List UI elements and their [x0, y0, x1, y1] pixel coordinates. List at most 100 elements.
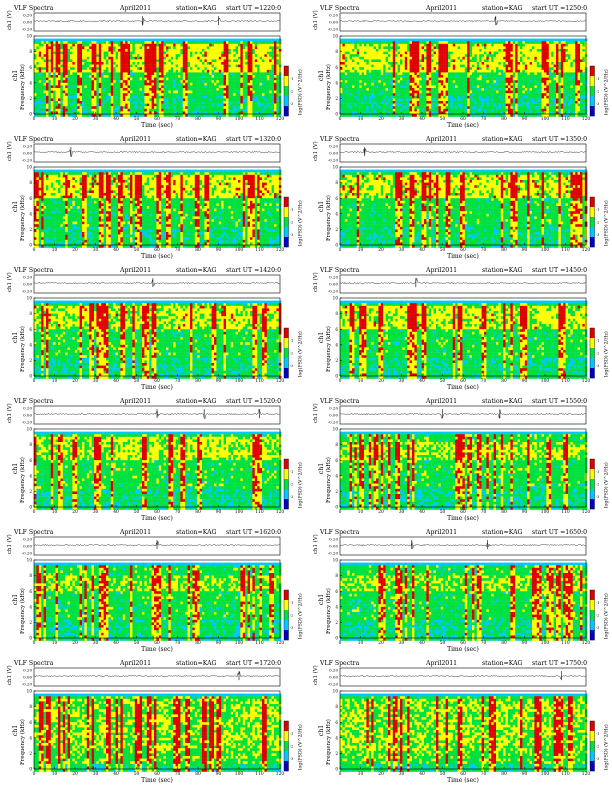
time-tick-label: 110	[561, 510, 570, 515]
colorbar-frame	[589, 589, 595, 641]
time-tick-label: 100	[235, 510, 244, 515]
spectrogram-image	[34, 298, 282, 379]
colorbar-segment	[284, 197, 289, 208]
amplitude-trace	[33, 279, 280, 287]
freq-tick-label: 4	[335, 735, 338, 740]
colorbar-segment	[590, 620, 595, 631]
time-tick-label: 80	[195, 248, 201, 253]
panel-date-label: April2011	[425, 136, 457, 143]
amplitude-tick-label: -0.20	[22, 682, 33, 687]
colorbar-segment	[284, 106, 289, 117]
time-tick-label: 0	[33, 248, 36, 253]
freq-tick-label: 10	[27, 34, 33, 39]
colorbar-segment	[284, 86, 289, 97]
freq-tick-label: 10	[333, 427, 339, 432]
panel-start-time-label: start UT =1250:0	[532, 5, 587, 12]
amplitude-axis-label: ch1 (V)	[6, 10, 13, 30]
freq-tick-label: 6	[29, 720, 32, 725]
colorbar-segment	[590, 96, 595, 107]
time-axis-label: Time (sec)	[141, 515, 173, 522]
freq-tick-label: 8	[29, 704, 32, 709]
time-tick-label: 0	[339, 248, 342, 253]
amplitude-trace	[339, 675, 586, 680]
colorbar-tick-label: -2	[596, 89, 599, 93]
colorbar-segment	[590, 348, 595, 359]
amplitude-axis-label: ch1 (V)	[312, 10, 319, 30]
colorbar-tick-label: -2	[596, 351, 599, 355]
time-axis-label: Time (sec)	[447, 384, 479, 391]
time-tick-label: 60	[460, 248, 466, 253]
time-tick-label: 80	[501, 117, 507, 122]
amplitude-tick-label: 0.00	[329, 413, 338, 418]
amplitude-trace-frame	[339, 536, 587, 556]
panel-program-label: VLF Spectra	[13, 529, 54, 536]
panel-station-label: station=KAG	[482, 136, 523, 143]
freq-axis-label: Frequency (kHz)	[325, 588, 332, 634]
time-tick-label: 90	[522, 117, 528, 122]
amplitude-tick-label: 0.00	[329, 544, 338, 549]
freq-tick-label: 8	[29, 49, 32, 54]
colorbar-segment	[590, 207, 595, 218]
amplitude-trace-frame	[33, 405, 281, 425]
colorbar-segment	[284, 66, 289, 77]
amplitude-trace	[339, 541, 586, 549]
time-tick-label: 60	[460, 510, 466, 515]
colorbar-tick-label: -1	[290, 601, 293, 605]
panel-date-label: April2011	[119, 529, 151, 536]
colorbar-tick-label: -2	[290, 220, 293, 224]
freq-tick-label: 0	[29, 374, 32, 379]
colorbar-segment	[590, 76, 595, 87]
amplitude-tick-label: 0.00	[23, 282, 32, 287]
time-tick-label: 40	[419, 117, 425, 122]
freq-tick-label: 4	[335, 342, 338, 347]
freq-tick-label: 2	[29, 358, 32, 363]
freq-axis-label: Frequency (kHz)	[19, 64, 26, 110]
colorbar-segment	[590, 600, 595, 611]
time-tick-label: 80	[195, 379, 201, 384]
panel-start-time-label: start UT =1320:0	[226, 136, 281, 143]
freq-tick-label: 6	[335, 589, 338, 594]
time-tick-label: 40	[419, 379, 425, 384]
colorbar-tick-label: -1	[290, 732, 293, 736]
amplitude-trace-frame	[33, 667, 281, 687]
colorbar-tick-label: -3	[290, 626, 293, 630]
colorbar-tick-label: -2	[596, 744, 599, 748]
panel-program-label: VLF Spectra	[13, 660, 54, 667]
spectrogram-image	[34, 36, 282, 117]
channel-label: ch1	[318, 725, 325, 736]
time-tick-label: 10	[358, 379, 364, 384]
colorbar-frame	[283, 720, 289, 772]
freq-tick-label: 2	[29, 227, 32, 232]
freq-tick-label: 4	[29, 735, 32, 740]
time-tick-label: 50	[134, 248, 140, 253]
time-tick-label: 80	[195, 641, 201, 646]
colorbar-tick-label: -1	[596, 601, 599, 605]
time-tick-label: 100	[235, 772, 244, 777]
freq-axis-label: Frequency (kHz)	[19, 457, 26, 503]
freq-tick-label: 0	[29, 112, 32, 117]
time-tick-label: 0	[339, 772, 342, 777]
amplitude-tick-label: -0.20	[22, 420, 33, 425]
freq-axis-label: Frequency (kHz)	[19, 719, 26, 765]
time-axis-label: Time (sec)	[141, 253, 173, 260]
panel-start-time-label: start UT =1520:0	[226, 398, 281, 405]
colorbar-segment	[284, 338, 289, 349]
time-tick-label: 10	[52, 248, 58, 253]
amplitude-axis-label: ch1 (V)	[6, 272, 13, 292]
panel-station-label: station=KAG	[176, 267, 217, 274]
colorbar-segment	[284, 469, 289, 480]
time-tick-label: 10	[358, 772, 364, 777]
freq-tick-label: 2	[29, 620, 32, 625]
freq-tick-label: 6	[335, 196, 338, 201]
colorbar-tick-label: -1	[290, 470, 293, 474]
freq-tick-label: 6	[335, 720, 338, 725]
time-tick-label: 20	[72, 772, 78, 777]
time-tick-label: 60	[154, 510, 160, 515]
colorbar-segment	[284, 348, 289, 359]
time-tick-label: 0	[339, 379, 342, 384]
time-tick-label: 30	[399, 379, 405, 384]
colorbar-segment	[284, 217, 289, 228]
colorbar-segment	[590, 197, 595, 208]
colorbar-segment	[590, 237, 595, 248]
freq-tick-label: 4	[335, 211, 338, 216]
